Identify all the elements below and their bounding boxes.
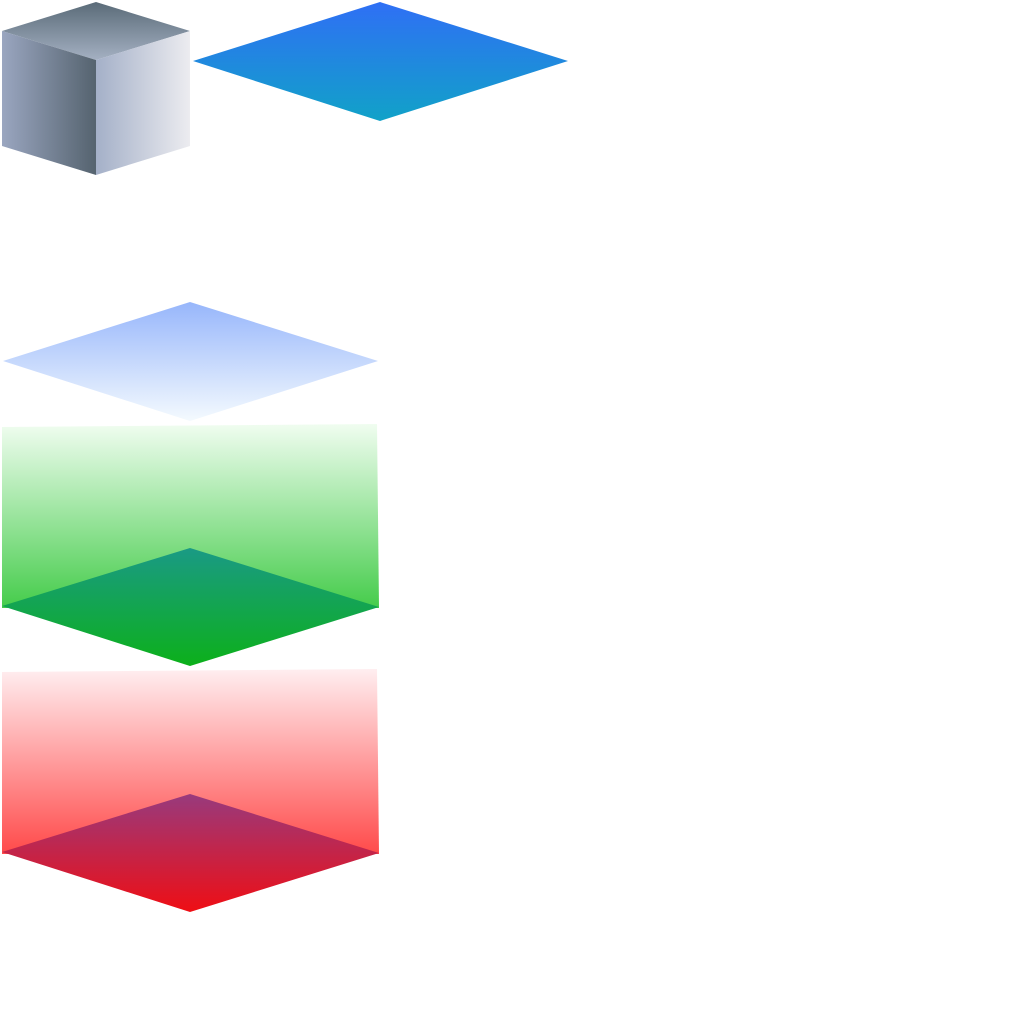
light-blue-diamond — [3, 302, 378, 421]
green-layer-base — [2, 548, 379, 666]
blue-diamond-face — [193, 2, 568, 121]
light-blue-diamond-face — [3, 302, 378, 421]
green-layer-panel — [2, 424, 379, 608]
gray-cube-icon — [2, 2, 190, 175]
red-layer-panel — [2, 669, 379, 854]
red-layer — [2, 669, 379, 912]
green-layer — [2, 424, 379, 666]
cube-left-face — [2, 31, 96, 175]
blue-diamond — [193, 2, 568, 121]
cube-right-face — [96, 31, 190, 175]
red-layer-base — [2, 794, 379, 912]
